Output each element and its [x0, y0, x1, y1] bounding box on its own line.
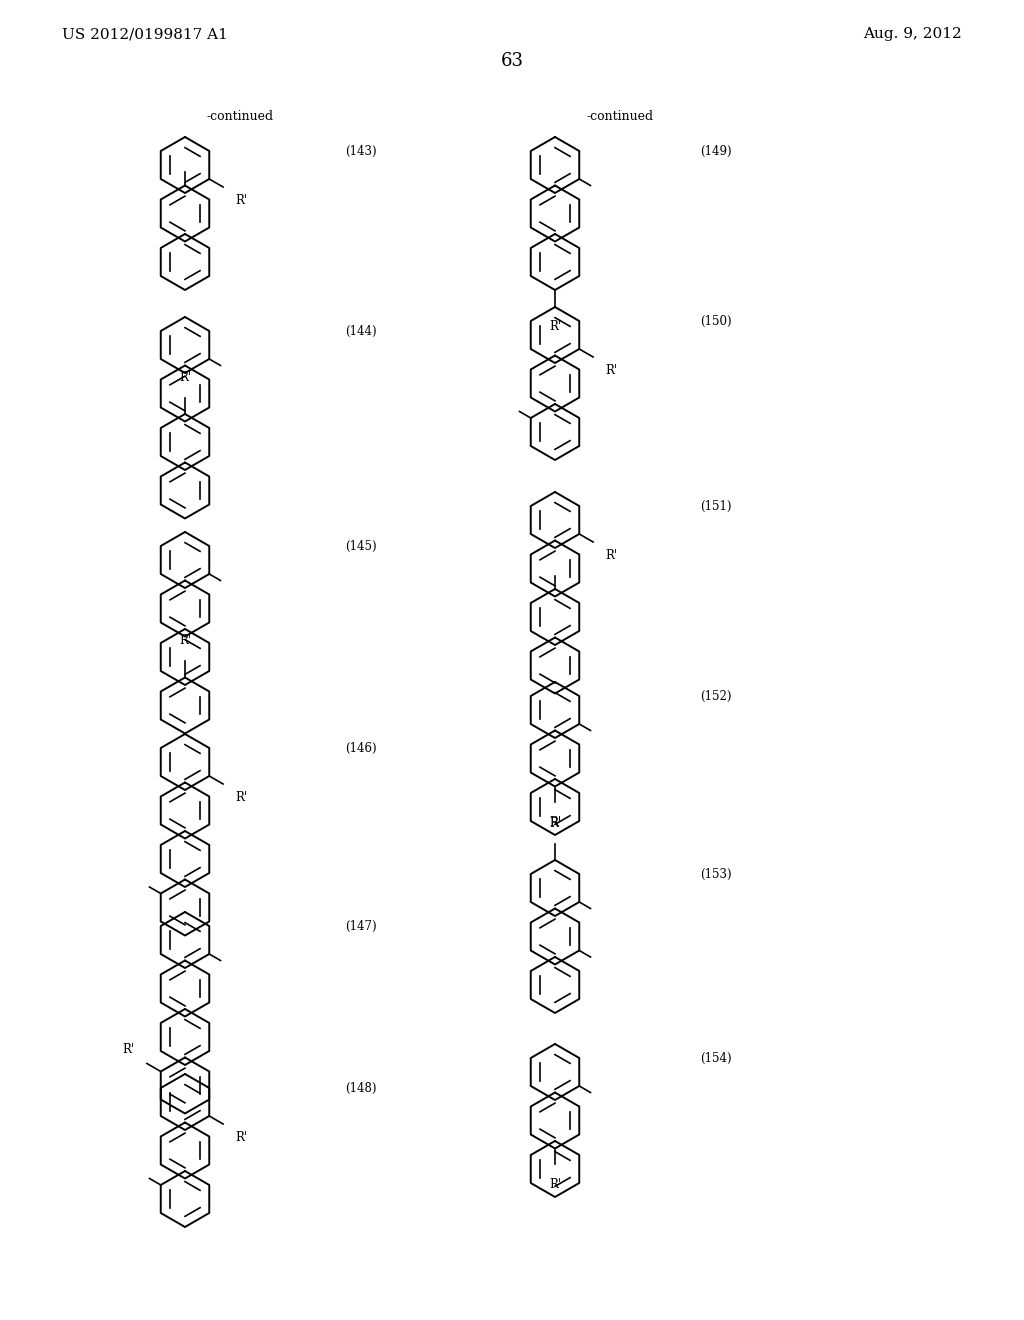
Text: Aug. 9, 2012: Aug. 9, 2012	[863, 26, 962, 41]
Text: (145): (145)	[345, 540, 377, 553]
Text: R': R'	[549, 1179, 561, 1192]
Text: (151): (151)	[700, 499, 731, 512]
Text: R': R'	[605, 364, 617, 378]
Text: R': R'	[549, 817, 561, 830]
Text: 63: 63	[501, 51, 523, 70]
Text: (146): (146)	[345, 742, 377, 755]
Text: R': R'	[236, 791, 247, 804]
Text: (150): (150)	[700, 314, 731, 327]
Text: R': R'	[179, 635, 191, 648]
Text: (149): (149)	[700, 144, 731, 157]
Text: (148): (148)	[345, 1081, 377, 1094]
Text: R': R'	[236, 1131, 247, 1144]
Text: R': R'	[123, 1044, 135, 1056]
Text: -continued: -continued	[207, 110, 273, 123]
Text: R': R'	[179, 371, 191, 384]
Text: (152): (152)	[700, 689, 731, 702]
Text: (154): (154)	[700, 1052, 731, 1064]
Text: R': R'	[236, 194, 247, 207]
Text: (153): (153)	[700, 867, 731, 880]
Text: (144): (144)	[345, 325, 377, 338]
Text: R': R'	[549, 319, 561, 333]
Text: US 2012/0199817 A1: US 2012/0199817 A1	[62, 26, 228, 41]
Text: -continued: -continued	[587, 110, 653, 123]
Text: R': R'	[549, 817, 561, 829]
Text: (143): (143)	[345, 144, 377, 157]
Text: R': R'	[605, 549, 617, 562]
Text: (147): (147)	[345, 920, 377, 932]
